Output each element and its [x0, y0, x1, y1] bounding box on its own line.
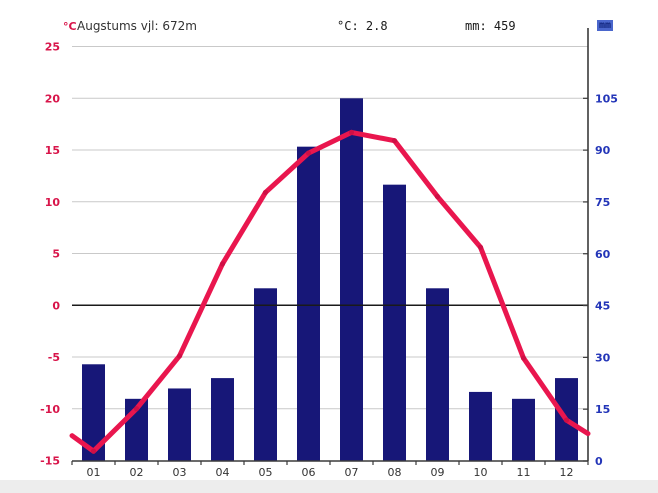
month-label-02: 02 — [130, 466, 144, 479]
month-label-10: 10 — [474, 466, 488, 479]
temperature-line — [69, 129, 591, 454]
temperature-point-09 — [434, 193, 441, 200]
month-label-08: 08 — [388, 466, 402, 479]
precip-tick-label-105: 105 — [595, 92, 618, 105]
right-axis-unit-badge: mm — [597, 20, 614, 31]
left-axis-unit-label: °C — [63, 20, 77, 33]
temp-tick-label--5: -5 — [48, 351, 60, 364]
temperature-point-04 — [219, 261, 226, 267]
temperature-point-01 — [90, 448, 97, 454]
precip-bar-07 — [340, 98, 363, 461]
temperature-point-03 — [176, 353, 183, 359]
precip-tick-label-0: 0 — [595, 455, 603, 468]
temp-tick-label-5: 5 — [52, 248, 60, 261]
temperature-point-05 — [262, 189, 269, 196]
chart-header: °C Augstums vjl: 672m °C: 2.8 mm: 459 mm — [0, 18, 658, 34]
page-title: Augstums vjl: 672m — [77, 19, 197, 33]
temp-tick-label--10: -10 — [40, 403, 60, 416]
temp-tick-label-15: 15 — [45, 144, 60, 157]
precip-bar-10 — [469, 391, 492, 461]
temperature-point-02 — [133, 406, 140, 412]
temp-tick-label-25: 25 — [45, 41, 60, 54]
mean-temperature-value: °C: 2.8 — [337, 19, 388, 33]
temp-tick-label-10: 10 — [45, 196, 61, 209]
precip-tick-label-75: 75 — [595, 196, 610, 209]
temperature-point-10 — [477, 244, 484, 250]
month-label-01: 01 — [87, 466, 101, 479]
temp-tick-label--15: -15 — [40, 455, 60, 468]
month-label-03: 03 — [173, 466, 187, 479]
precip-tick-label-15: 15 — [595, 403, 610, 416]
precip-tick-label-60: 60 — [595, 248, 611, 261]
temperature-point-11 — [520, 355, 527, 361]
precip-bar-06 — [297, 146, 320, 461]
precip-tick-label-30: 30 — [595, 351, 611, 364]
month-label-07: 07 — [345, 466, 359, 479]
annual-precipitation-value: mm: 459 — [465, 19, 516, 33]
footer-strip — [0, 480, 658, 493]
temp-tick-label-20: 20 — [45, 92, 61, 105]
month-label-09: 09 — [431, 466, 445, 479]
month-label-12: 12 — [560, 466, 574, 479]
precip-bar-11 — [512, 398, 535, 461]
temperature-point-07 — [348, 129, 355, 136]
temperature-point-08 — [391, 138, 398, 144]
month-label-06: 06 — [302, 466, 316, 479]
temp-tick-label-0: 0 — [52, 299, 60, 312]
month-label-04: 04 — [216, 466, 230, 479]
month-label-05: 05 — [259, 466, 273, 479]
precip-bar-05 — [254, 288, 277, 461]
month-label-11: 11 — [517, 466, 531, 479]
temperature-point-06 — [305, 150, 312, 156]
precip-bar-04 — [211, 378, 234, 461]
precip-bar-03 — [168, 388, 191, 461]
precip-bar-09 — [426, 288, 449, 461]
precip-bar-08 — [383, 184, 406, 461]
precip-tick-label-45: 45 — [595, 300, 610, 313]
precip-bar-01 — [82, 364, 105, 461]
temperature-point-12 — [563, 417, 570, 423]
precip-tick-label-90: 90 — [595, 144, 611, 157]
